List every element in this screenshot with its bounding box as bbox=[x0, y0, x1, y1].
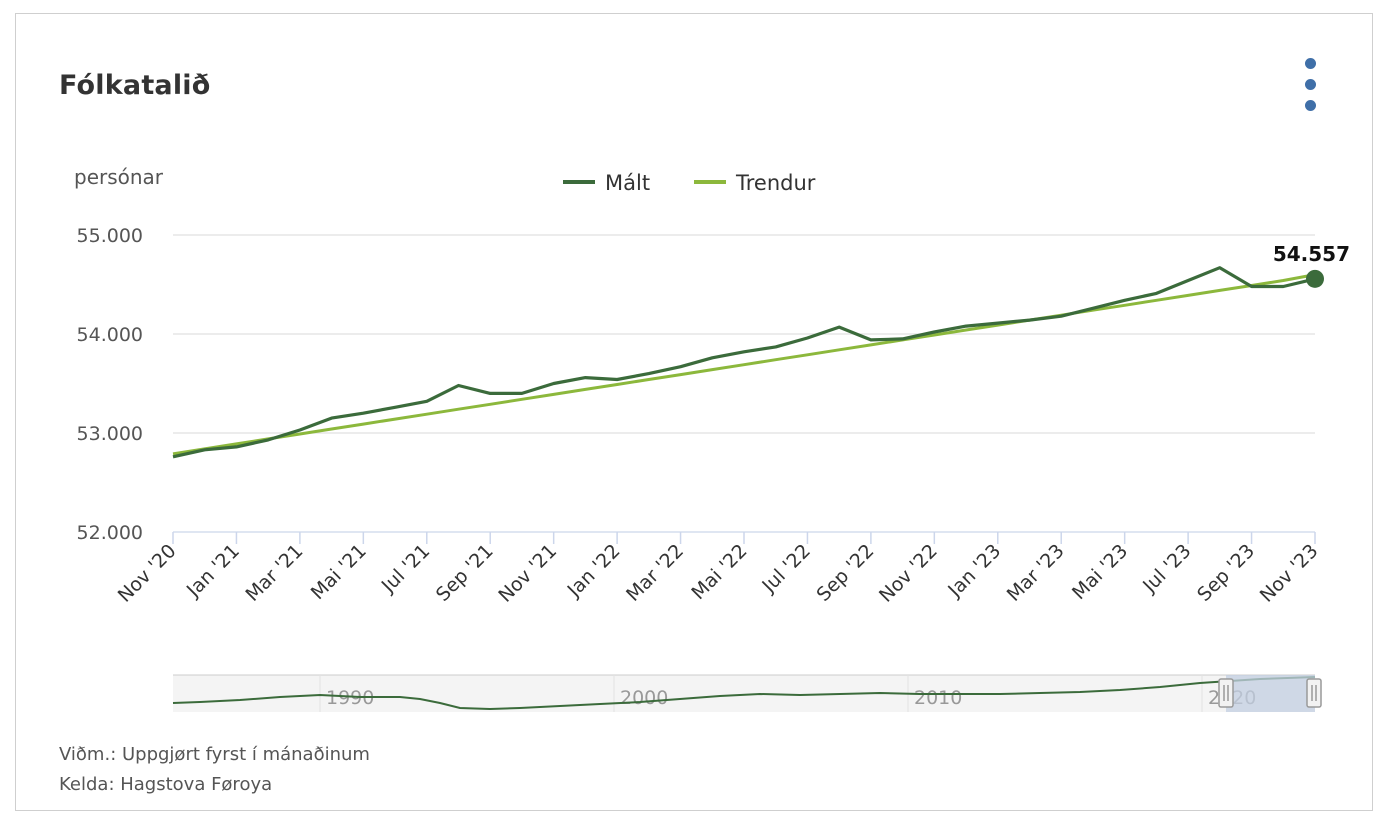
x-tick-label: Jan '21 bbox=[182, 540, 244, 602]
footnote-source: Kelda: Hagstova Føroya bbox=[59, 774, 273, 795]
x-tick-label: Sep '22 bbox=[812, 540, 878, 606]
x-tick-label: Jul '23 bbox=[1138, 540, 1196, 598]
chart-menu-button[interactable] bbox=[1301, 56, 1321, 116]
legend-label-trendur: Trendur bbox=[735, 171, 816, 195]
x-tick-label: Nov '20 bbox=[114, 540, 181, 607]
x-tick-label: Jan '22 bbox=[563, 540, 625, 602]
navigator-tick-label: 2010 bbox=[914, 687, 962, 709]
x-tick-label: Jan '23 bbox=[943, 540, 1005, 602]
navigator-background bbox=[173, 675, 1315, 712]
handle-grip bbox=[1306, 678, 1322, 708]
gridlines bbox=[173, 234, 1315, 533]
navigator-right-handle[interactable] bbox=[1306, 678, 1322, 708]
navigator-tick-label: 1990 bbox=[326, 687, 374, 709]
x-tick-label: Sep '23 bbox=[1193, 540, 1259, 606]
series-line-malt[interactable] bbox=[172, 266, 1316, 459]
y-tick-label: 55.000 bbox=[77, 225, 143, 247]
legend-label-malt: Mált bbox=[605, 171, 650, 195]
x-tick-label: Nov '23 bbox=[1256, 540, 1323, 607]
legend-item-trendur[interactable]: Trendur bbox=[694, 171, 816, 195]
y-tick-label: 53.000 bbox=[77, 423, 143, 445]
last-point-label: 54.557 bbox=[1273, 242, 1350, 266]
chart-title: Fólkatalið bbox=[59, 70, 211, 101]
legend: Mált Trendur bbox=[563, 171, 816, 195]
x-tick-label: Mar '21 bbox=[241, 540, 307, 606]
last-point-marker[interactable] bbox=[1306, 269, 1324, 288]
y-tick-label: 52.000 bbox=[77, 522, 143, 544]
y-tick-label: 54.000 bbox=[77, 324, 143, 346]
navigator-selected-range[interactable] bbox=[1226, 675, 1315, 712]
y-axis-ticks: 52.000 53.000 54.000 55.000 bbox=[77, 225, 143, 544]
x-tick-label: Nov '21 bbox=[494, 540, 561, 607]
navigator-tick-label: 2000 bbox=[620, 687, 668, 709]
x-tick-label: Mar '23 bbox=[1003, 540, 1069, 606]
x-tick-label: Nov '22 bbox=[875, 540, 942, 607]
x-tick-label: Sep '21 bbox=[432, 540, 498, 606]
y-axis-label: persónar bbox=[74, 165, 164, 189]
series-lines: 54.557 bbox=[172, 242, 1350, 459]
navigator-left-handle[interactable] bbox=[1218, 678, 1234, 708]
series-line-trendur[interactable] bbox=[172, 273, 1316, 456]
navigator[interactable]: 1990200020102020 bbox=[172, 674, 1322, 712]
x-tick-label: Jul '22 bbox=[757, 540, 815, 598]
footnote-note: Viðm.: Uppgjørt fyrst í mánaðinum bbox=[59, 744, 370, 765]
x-tick-label: Mar '22 bbox=[622, 540, 688, 606]
legend-item-malt[interactable]: Mált bbox=[563, 171, 650, 195]
x-tick-label: Jul '21 bbox=[377, 540, 435, 598]
x-tick-label: Mai '22 bbox=[687, 540, 751, 604]
handle-grip bbox=[1218, 678, 1234, 708]
navigator-series-line bbox=[172, 676, 1316, 711]
x-tick-label: Mai '23 bbox=[1068, 540, 1132, 604]
x-tick-label: Mai '21 bbox=[307, 540, 371, 604]
